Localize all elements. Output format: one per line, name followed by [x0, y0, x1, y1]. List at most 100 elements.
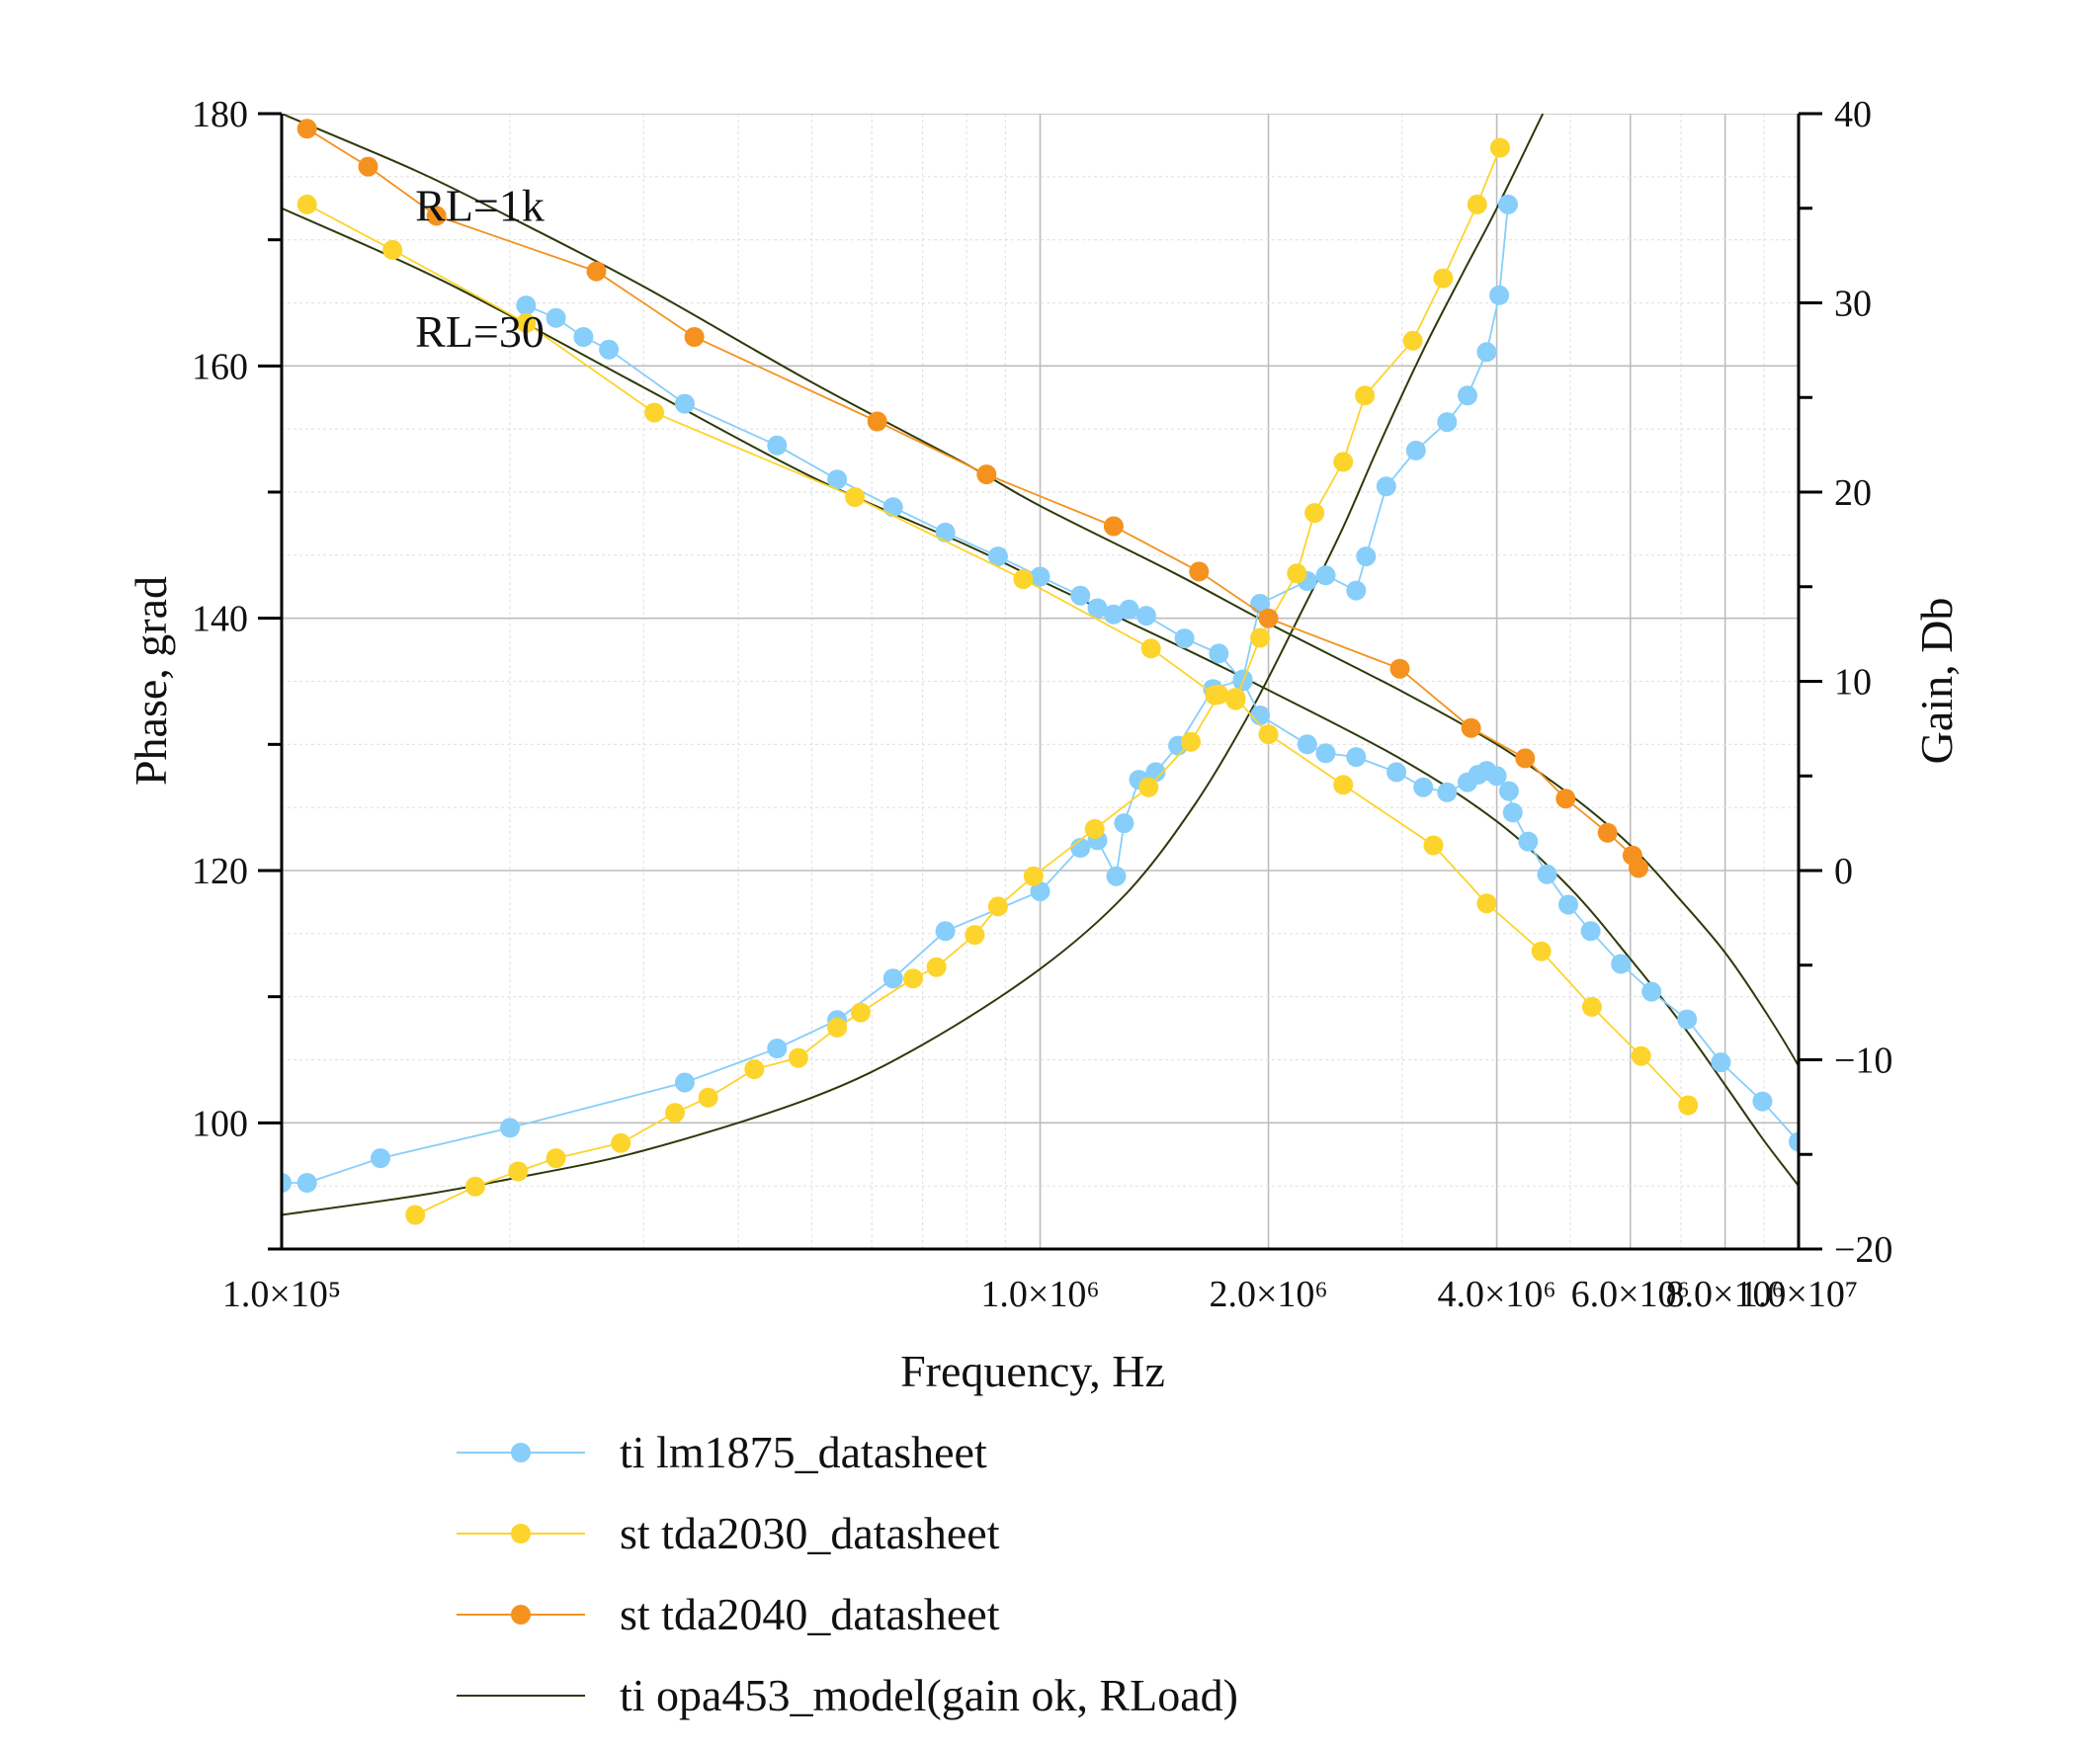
- data-point: [1629, 858, 1648, 878]
- data-point: [611, 1132, 631, 1153]
- y-right-tick-label: 40: [1834, 94, 1872, 135]
- data-point: [1789, 1131, 1799, 1152]
- y-right-tick-label: −20: [1834, 1229, 1892, 1271]
- legend-label: st tda2030_datasheet: [620, 1508, 1000, 1558]
- data-point: [426, 206, 447, 226]
- series-layer: [282, 119, 1860, 1225]
- data-point: [1537, 864, 1557, 884]
- data-point: [1209, 684, 1229, 705]
- data-point: [1356, 546, 1377, 567]
- series-line: [414, 147, 1501, 1216]
- x-tick-label: 1.0×10⁶: [980, 1274, 1099, 1315]
- data-point: [926, 957, 947, 977]
- data-point: [674, 1072, 695, 1093]
- x-tick-label: 8.0×10⁶: [1666, 1274, 1785, 1315]
- data-point: [1181, 731, 1201, 752]
- data-point: [516, 312, 537, 333]
- data-point: [1413, 777, 1434, 797]
- data-point: [1258, 608, 1279, 628]
- data-point: [987, 546, 1008, 567]
- data-point: [464, 1176, 485, 1197]
- data-point: [1114, 813, 1134, 834]
- data-point: [882, 497, 903, 518]
- data-point: [1611, 954, 1632, 974]
- data-point: [1476, 893, 1497, 914]
- data-point: [1518, 831, 1539, 852]
- data-point: [1189, 561, 1210, 582]
- data-point: [1489, 137, 1510, 158]
- data-point: [296, 1173, 317, 1193]
- data-point: [827, 1017, 848, 1038]
- y-right-tick-label: −10: [1834, 1041, 1892, 1082]
- data-point: [1467, 194, 1487, 214]
- data-point: [1677, 1009, 1698, 1030]
- data-point: [684, 327, 705, 347]
- data-point: [976, 464, 997, 485]
- annotation-rl-1k: RL=1k: [415, 181, 545, 231]
- y-left-tick-label: 140: [192, 599, 248, 640]
- data-point: [1458, 385, 1477, 406]
- y-right-tick-label: 20: [1834, 472, 1872, 514]
- data-point: [1333, 452, 1354, 472]
- data-point: [599, 339, 620, 360]
- data-point: [1752, 1091, 1773, 1112]
- annotations: RL=1k RL=30: [415, 181, 545, 358]
- data-point: [698, 1087, 718, 1108]
- y-axis-left-title: Phase, grad: [126, 576, 176, 786]
- data-point: [1489, 285, 1510, 305]
- data-point: [1498, 194, 1518, 214]
- data-point: [867, 411, 887, 432]
- data-point: [586, 261, 607, 282]
- data-point: [1376, 476, 1396, 497]
- x-tick-label: 2.0×10⁶: [1209, 1274, 1327, 1315]
- y-left-tick-label: 180: [192, 94, 248, 135]
- data-point: [644, 402, 665, 423]
- data-point: [296, 119, 317, 139]
- model-gain-line: [282, 114, 1545, 1216]
- data-point: [1250, 627, 1271, 648]
- data-point: [1304, 503, 1325, 524]
- data-point: [1386, 762, 1407, 783]
- data-point: [358, 156, 378, 177]
- data-point: [1250, 706, 1271, 725]
- legend-entry-0: ti lm1875_datasheet: [457, 1427, 987, 1477]
- data-point: [1315, 565, 1336, 586]
- data-point: [1287, 563, 1307, 584]
- data-point: [1103, 604, 1124, 625]
- data-point: [1641, 981, 1662, 1002]
- data-point: [1476, 342, 1497, 363]
- data-point: [1502, 802, 1523, 823]
- data-point: [1013, 569, 1034, 590]
- y-left-tick-label: 160: [192, 346, 248, 387]
- data-point: [1423, 835, 1444, 856]
- axes: [258, 112, 1822, 1251]
- data-point: [827, 469, 848, 490]
- data-point: [1030, 566, 1050, 587]
- data-point: [987, 896, 1008, 917]
- data-point: [1818, 1161, 1838, 1181]
- data-point: [1346, 580, 1367, 601]
- data-point: [935, 921, 956, 942]
- data-point: [1580, 921, 1601, 942]
- tick-labels: 1.0×10⁵ 1.0×10⁶ 2.0×10⁶ 4.0×10⁶ 6.0×10⁶8.0×1…: [192, 94, 1892, 1315]
- data-point: [1084, 818, 1105, 839]
- data-point: [1209, 643, 1229, 664]
- data-point: [1145, 762, 1166, 783]
- data-point: [1346, 747, 1367, 768]
- data-point: [1389, 658, 1410, 679]
- data-point: [1333, 775, 1354, 795]
- data-point: [1355, 385, 1376, 406]
- data-point: [1581, 996, 1602, 1017]
- data-point: [1258, 724, 1279, 745]
- data-point: [1840, 1186, 1860, 1206]
- data-point: [1437, 412, 1458, 433]
- data-point: [1437, 782, 1458, 802]
- data-point: [965, 925, 985, 946]
- data-point: [516, 295, 537, 316]
- data-point: [744, 1059, 765, 1080]
- data-point: [903, 968, 923, 989]
- data-point: [546, 1148, 566, 1169]
- x-tick-label: 4.0×10⁶: [1437, 1274, 1555, 1315]
- data-point: [1138, 777, 1159, 797]
